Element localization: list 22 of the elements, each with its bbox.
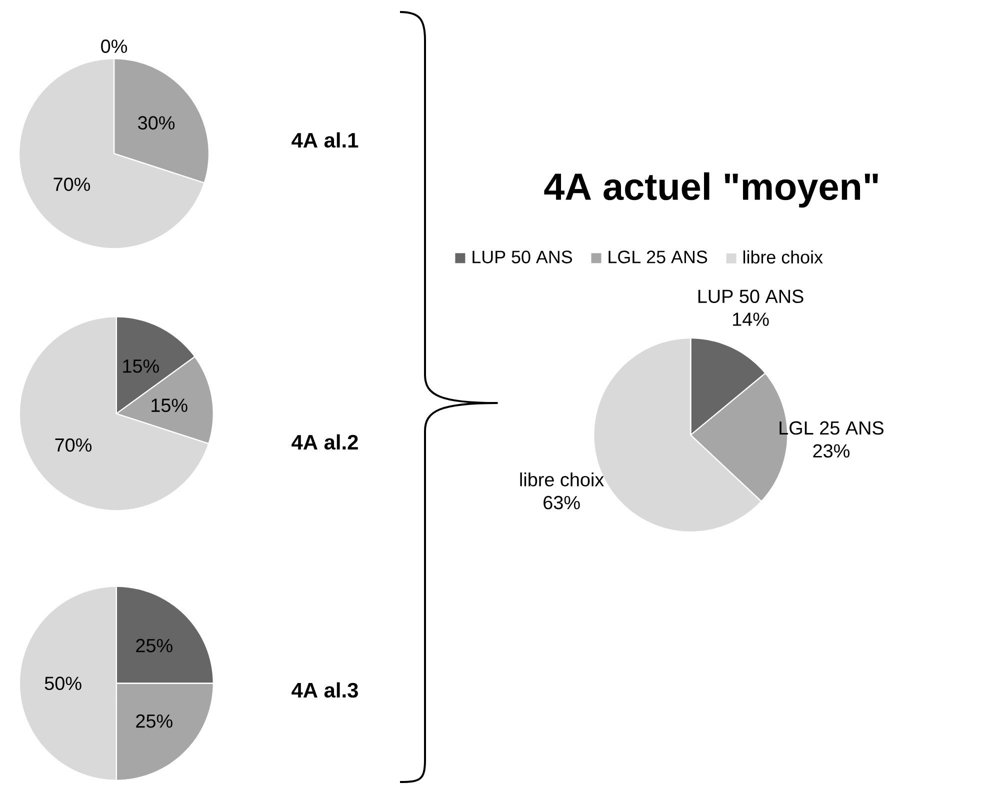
slice-label: LGL 25 ANS <box>780 421 884 435</box>
data-label: 23% <box>813 444 850 458</box>
data-label: 30% <box>138 116 175 130</box>
legend-label: LUP 50 ANS <box>472 250 572 264</box>
legend-label: LGL 25 ANS <box>608 250 708 264</box>
data-label: 25% <box>136 638 172 652</box>
legend-label: libre choix <box>743 250 823 264</box>
data-label: 15% <box>123 359 159 373</box>
data-label: 70% <box>55 438 92 452</box>
chart-title: 4A actuel "moyen" <box>544 172 878 208</box>
text: 0% <box>101 40 128 53</box>
text: 4A al.3 <box>292 682 358 698</box>
data-label: 63% <box>544 496 580 510</box>
data-label: 50% <box>44 676 82 690</box>
data-label: 25% <box>136 714 172 728</box>
data-label: 14% <box>733 312 769 326</box>
text: 4A al.1 <box>292 132 358 148</box>
slice-label: LUP 50 ANS <box>698 290 804 304</box>
slice-label: libre choix <box>520 472 604 486</box>
data-label: 70% <box>54 178 90 192</box>
text: 4A al.2 <box>292 434 358 450</box>
data-label: 15% <box>152 398 188 412</box>
